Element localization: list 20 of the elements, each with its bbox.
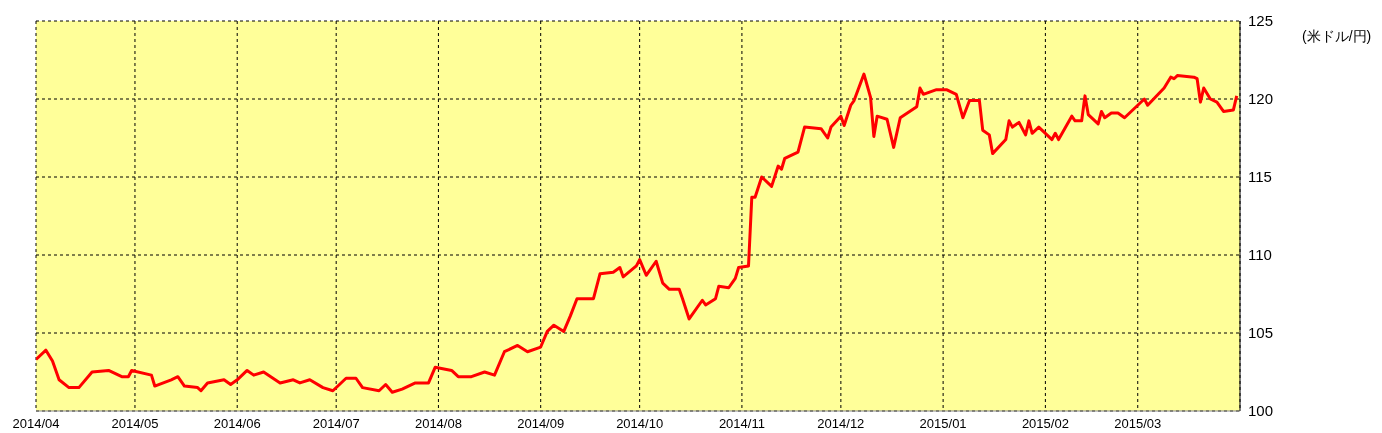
x-tick-label: 2014/12 [817, 416, 865, 432]
y-tick-label: 125 [1248, 12, 1274, 30]
x-tick-label: 2014/05 [111, 416, 159, 432]
x-tick-label: 2014/04 [12, 416, 60, 432]
y-tick-label: 105 [1248, 324, 1274, 342]
y-tick-label: 110 [1248, 246, 1272, 264]
x-tick-label: 2014/06 [213, 416, 261, 432]
y-tick-label: 120 [1248, 90, 1274, 108]
y-axis-title: (米ドル/円) [1302, 28, 1372, 46]
y-tick-label: 115 [1248, 168, 1272, 186]
x-tick-label: 2015/02 [1021, 416, 1069, 432]
x-tick-label: 2014/08 [414, 416, 462, 432]
x-tick-label: 2014/09 [517, 416, 565, 432]
x-tick-label: 2015/03 [1114, 416, 1162, 432]
x-tick-label: 2014/10 [616, 416, 664, 432]
x-tick-label: 2015/01 [919, 416, 967, 432]
line-series [36, 72, 1239, 394]
y-tick-label: 100 [1248, 402, 1274, 420]
x-tick-label: 2014/07 [312, 416, 360, 432]
x-tick-label: 2014/11 [718, 416, 765, 432]
